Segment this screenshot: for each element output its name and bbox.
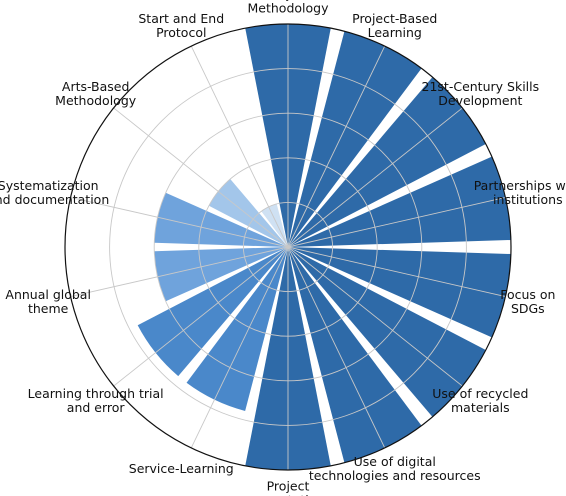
category-label: 21st-Century Skills Development [422,79,540,108]
category-label: Partnerships withinstitutions [474,178,566,207]
category-label: Arts-Based Methodology [55,79,137,108]
polar-grid [70,24,506,470]
category-label: Project-Based Learning [352,11,437,40]
category-label: Service-Learning [129,461,234,476]
bar [154,247,288,302]
bar [288,247,486,417]
bar [208,179,288,247]
angular-gridline [190,246,289,449]
angular-gridline [113,246,289,387]
polar-frame [64,23,512,471]
angular-gridline [287,246,463,387]
angular-gridline [113,107,289,248]
category-label: Use of recycled materials [432,386,528,415]
angular-gridline [287,196,506,248]
category-label: Start and End Protocol [138,11,224,40]
category-label: Systematizationand documentation [0,178,109,207]
category-label: Learning through trial and error [28,386,164,415]
category-label: Annual global theme [5,287,91,316]
bar [154,192,288,247]
bar [288,247,511,338]
bar [186,247,288,411]
bar [261,203,288,247]
category-label: Use of digital technologies and resources [309,454,481,483]
angular-gridline [287,246,506,298]
bars [137,24,511,470]
bar [137,247,288,377]
angular-gridline [287,246,386,449]
category-label: Focus on SDGs [500,287,555,316]
angular-gridline [70,196,289,248]
category-label: ProjectMethodology [248,0,330,16]
bar [288,31,422,248]
bar [288,247,422,463]
angular-gridline [287,45,386,248]
bar [288,77,486,247]
bar [288,156,511,247]
angular-gridline [70,246,289,298]
category-label: Projectpresentations [245,479,331,496]
angular-gridline [287,107,463,248]
angular-gridline [190,45,289,248]
